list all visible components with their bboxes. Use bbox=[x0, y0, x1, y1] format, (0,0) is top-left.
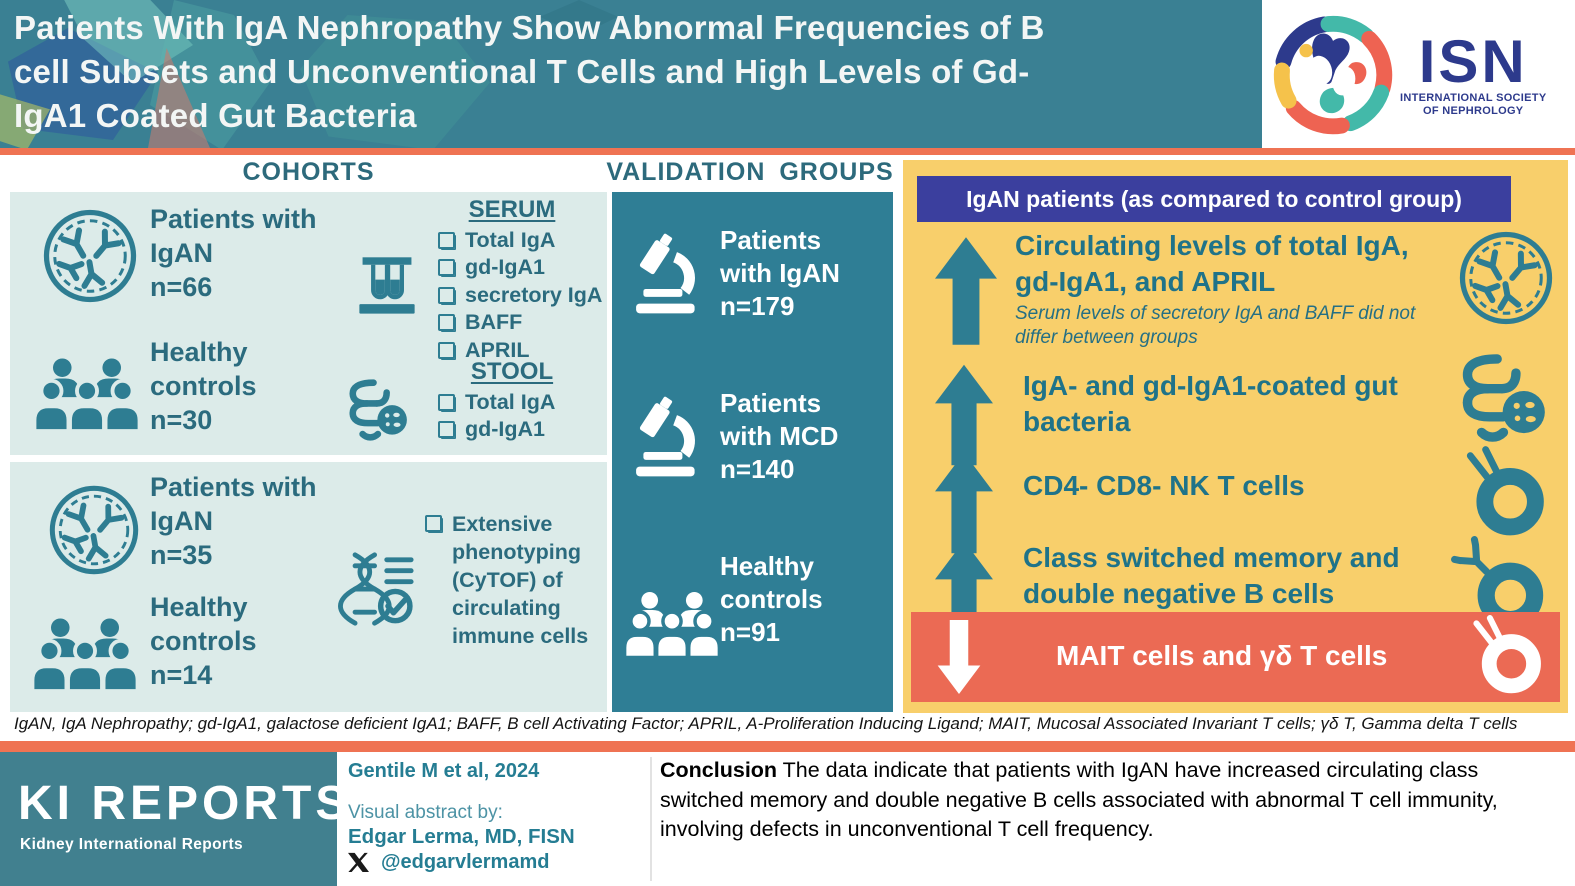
antibody-circle-icon bbox=[48, 484, 140, 576]
validation-box: Patients with IgAN n=179 Patients with M… bbox=[612, 192, 893, 712]
ki-reports-brand: KI REPORTS bbox=[18, 777, 352, 830]
t-cell-icon bbox=[1455, 445, 1553, 543]
findings-panel: IgAN patients (as compared to control gr… bbox=[903, 160, 1568, 713]
antibody-circle-icon bbox=[42, 208, 138, 304]
isn-org-name: INTERNATIONAL SOCIETY OF NEPHROLOGY bbox=[1400, 92, 1547, 117]
list-item: gd-IgA1 bbox=[438, 416, 606, 444]
serum-checklist: SERUM Total IgA gd-IgA1 secretory IgA BA… bbox=[438, 196, 606, 364]
cohorts-heading: COHORTS bbox=[242, 158, 375, 186]
phenotyping-text: Extensive phenotyping (CyTOF) of circula… bbox=[452, 512, 589, 648]
cohort2-patients-label: Patients with IgAN n=35 bbox=[150, 470, 320, 572]
isn-wordmark: ISN INTERNATIONAL SOCIETY OF NEPHROLOGY bbox=[1400, 32, 1546, 118]
validation-igan-n: n=179 bbox=[720, 291, 795, 321]
x-logo-icon bbox=[348, 852, 369, 873]
validation-controls-label: Healthy controls n=91 bbox=[720, 550, 860, 649]
cohort1-controls-label: Healthy controls n=30 bbox=[150, 335, 290, 437]
stool-heading: STOOL bbox=[470, 358, 554, 385]
footer-vertical-divider bbox=[650, 757, 652, 881]
list-item: Total IgA bbox=[438, 227, 606, 255]
gut-bacteria-icon bbox=[1455, 342, 1555, 454]
checkbox-icon bbox=[438, 259, 455, 276]
t-cell-icon bbox=[1463, 614, 1549, 700]
conclusion-text: Conclusion The data indicate that patien… bbox=[660, 756, 1565, 845]
decrease-band: MAIT cells and γδ T cells bbox=[911, 612, 1560, 702]
cohort1-patients-n: n=66 bbox=[150, 272, 213, 302]
social-handle: @edgarvlermamd bbox=[381, 851, 550, 873]
checkbox-icon bbox=[438, 286, 455, 304]
validation-igan-label: Patients with IgAN n=179 bbox=[720, 224, 870, 323]
people-group-icon bbox=[34, 614, 136, 694]
dna-checklist-icon bbox=[338, 550, 416, 628]
cohort-box-1: Patients with IgAN n=66 Healthy controls… bbox=[10, 192, 607, 455]
serum-heading: SERUM bbox=[468, 196, 556, 223]
cohort2-patients-n: n=35 bbox=[150, 540, 213, 570]
abbreviation-footnote: IgAN, IgA Nephropathy; gd-IgA1, galactos… bbox=[14, 714, 1518, 733]
phenotyping-item: Extensive phenotyping (CyTOF) of circula… bbox=[425, 510, 605, 650]
credits-block: Gentile M et al, 2024 Visual abstract by… bbox=[348, 752, 648, 886]
citation: Gentile M et al, 2024 bbox=[348, 760, 540, 782]
finding-3-text: CD4- CD8- NK T cells bbox=[1023, 470, 1305, 501]
microscope-icon bbox=[630, 227, 708, 329]
cohort2-controls-label: Healthy controls n=14 bbox=[150, 590, 290, 692]
credit-name: Edgar Lerma, MD, FISN bbox=[348, 825, 575, 848]
cohort2-controls-n: n=14 bbox=[150, 660, 213, 690]
checkbox-icon bbox=[438, 421, 455, 438]
cohort-box-2: Patients with IgAN n=35 Healthy controls… bbox=[10, 462, 607, 712]
ki-reports-subtitle: Kidney International Reports bbox=[20, 836, 244, 853]
social-handle-row: @edgarvlermamd bbox=[348, 851, 549, 874]
isn-logo-box: ISN INTERNATIONAL SOCIETY OF NEPHROLOGY bbox=[1262, 0, 1575, 148]
checkbox-icon bbox=[425, 515, 442, 532]
list-item: APRIL bbox=[438, 337, 606, 365]
list-item: gd-IgA1 bbox=[438, 254, 606, 282]
header-banner: Patients With IgA Nephropathy Show Abnor… bbox=[0, 0, 1575, 148]
title-line: Patients With IgA Nephropathy Show Abnor… bbox=[14, 9, 1045, 46]
conclusion-label: Conclusion bbox=[660, 758, 778, 782]
checkbox-icon bbox=[438, 393, 455, 411]
up-arrow-icon bbox=[935, 232, 997, 350]
cohort1-patients-label: Patients with IgAN n=66 bbox=[150, 202, 320, 304]
validation-mcd-n: n=140 bbox=[720, 454, 795, 484]
people-group-icon bbox=[36, 354, 138, 434]
checkbox-icon bbox=[438, 231, 455, 249]
validation-controls-n: n=91 bbox=[720, 617, 780, 647]
finding-5-text: MAIT cells and γδ T cells bbox=[1056, 640, 1388, 671]
ki-reports-logo-box: KI REPORTS Kidney International Reports bbox=[0, 752, 347, 886]
isn-acronym: ISN bbox=[1418, 28, 1528, 95]
finding-2-text: IgA- and gd-IgA1-coated gut bacteria bbox=[1023, 370, 1398, 437]
footer-divider bbox=[0, 741, 1575, 752]
header-divider bbox=[0, 148, 1575, 155]
finding-1-text: Circulating levels of total IgA, gd-IgA1… bbox=[1015, 228, 1455, 350]
credit-label: Visual abstract by: bbox=[348, 802, 503, 823]
validation-mcd-label: Patients with MCD n=140 bbox=[720, 387, 880, 486]
finding-1-note: Serum levels of secretory IgA and BAFF d… bbox=[1015, 303, 1416, 348]
isn-kidney-logo bbox=[1272, 14, 1394, 136]
down-arrow-icon bbox=[936, 620, 982, 694]
cohort1-controls-n: n=30 bbox=[150, 405, 213, 435]
page-title: Patients With IgA Nephropathy Show Abnor… bbox=[0, 0, 1575, 138]
list-item: Total IgA bbox=[438, 389, 606, 417]
checkbox-icon bbox=[438, 341, 455, 359]
test-tubes-icon bbox=[353, 254, 421, 318]
list-item: secretory IgA bbox=[438, 282, 606, 310]
list-item: BAFF bbox=[438, 309, 606, 337]
findings-header: IgAN patients (as compared to control gr… bbox=[917, 176, 1511, 222]
gut-bacteria-icon bbox=[343, 375, 415, 445]
title-line: IgA1 Coated Gut Bacteria bbox=[14, 97, 417, 134]
title-line: cell Subsets and Unconventional T Cells … bbox=[14, 53, 1030, 90]
antibody-circle-icon bbox=[1458, 230, 1554, 326]
finding-4-text: Class switched memory and double negativ… bbox=[1023, 542, 1400, 609]
people-group-icon bbox=[626, 588, 718, 660]
validation-heading: VALIDATION GROUPS bbox=[606, 158, 894, 186]
microscope-icon bbox=[630, 390, 708, 492]
conclusion-body: The data indicate that patients with IgA… bbox=[660, 758, 1498, 841]
checkbox-icon bbox=[438, 314, 455, 331]
stool-checklist: STOOL Total IgA gd-IgA1 bbox=[438, 358, 606, 444]
